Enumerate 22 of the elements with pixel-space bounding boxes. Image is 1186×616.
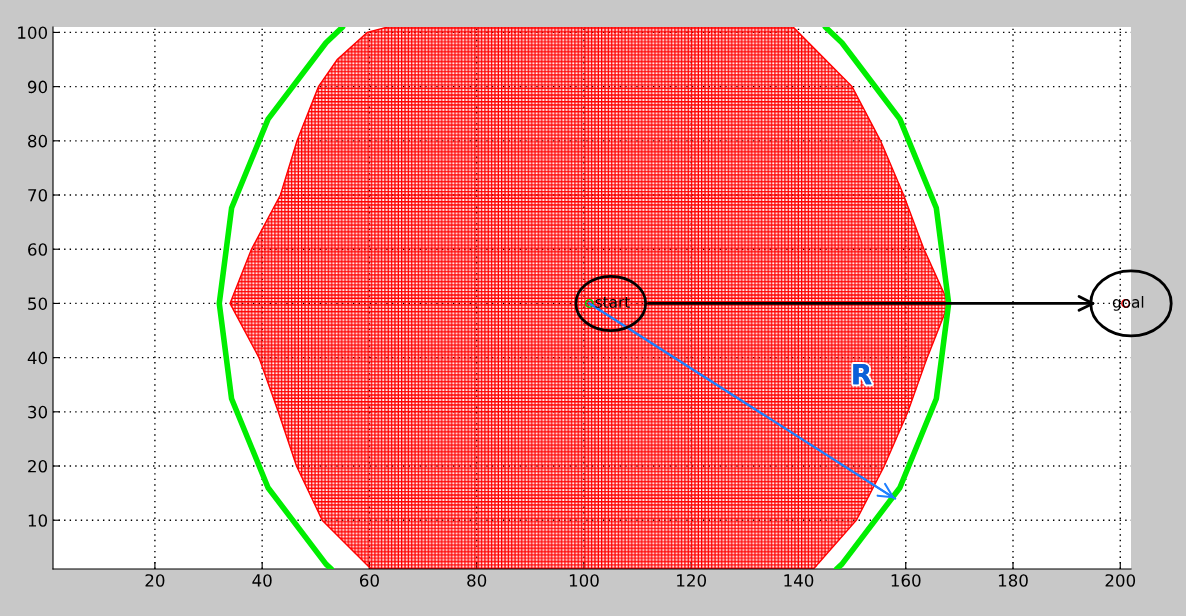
y-tick-label: 80	[28, 134, 48, 148]
annotation: R	[853, 364, 872, 385]
y-tick-label: 50	[28, 297, 48, 310]
x-tick-label: 160	[891, 574, 921, 587]
x-tick-label: 200	[1105, 574, 1136, 587]
y-tick-label: 60	[28, 243, 48, 256]
x-tick-label: 140	[784, 574, 814, 587]
x-tick-label: 20	[145, 574, 165, 587]
x-tick-label: 180	[998, 574, 1028, 587]
x-tick-label: 40	[252, 574, 272, 587]
annotation: start	[595, 296, 630, 308]
x-tick-label: 60	[359, 574, 379, 587]
x-tick-label: 120	[677, 574, 707, 587]
x-tick-label: 100	[569, 574, 599, 587]
y-tick-label: 100	[18, 26, 48, 39]
y-tick-label: 70	[28, 188, 48, 202]
y-tick-label: 90	[27, 80, 48, 94]
y-tick-label: 10	[28, 514, 48, 527]
y-tick-label: 40	[27, 351, 48, 365]
y-tick-label: 30	[28, 405, 48, 419]
x-tick-label: 80	[467, 574, 487, 587]
y-tick-label: 20	[28, 459, 48, 473]
